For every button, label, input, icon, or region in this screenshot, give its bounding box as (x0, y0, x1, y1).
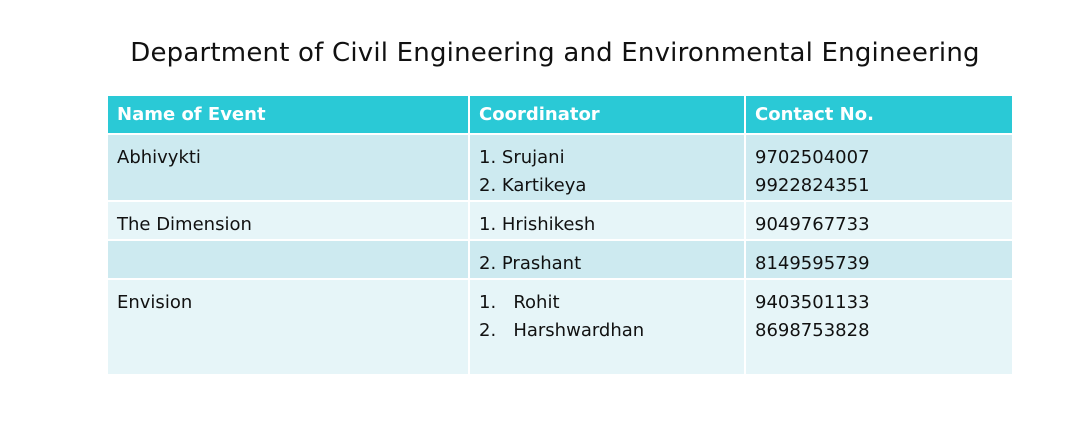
contact-number: 9403501133 (755, 292, 870, 313)
coordinator-name: 2. Kartikeya (479, 175, 587, 196)
event-name-cell: Envision (108, 278, 470, 374)
table-row: Envision 1. Rohit 2. Harshwardhan 940350… (108, 278, 1012, 374)
coordinator-cell: 1. Srujani 2. Kartikeya (469, 133, 746, 201)
contact-number: 8698753828 (755, 320, 870, 341)
header-name-of-event: Name of Event (108, 96, 470, 134)
coordinator-cell: 1. Hrishikesh (469, 200, 746, 240)
contact-cell: 9403501133 8698753828 (745, 278, 1012, 374)
table-row: 2. Prashant 8149595739 (108, 239, 1012, 279)
table-row: The Dimension 1. Hrishikesh 9049767733 (108, 200, 1012, 240)
events-table: Name of Event Coordinator Contact No. Ab… (108, 96, 1012, 374)
event-name-cell: The Dimension (108, 200, 470, 240)
contact-number: 9922824351 (755, 175, 870, 196)
coordinator-name: 1. Hrishikesh (479, 214, 596, 235)
contact-cell: 8149595739 (745, 239, 1012, 279)
contact-number: 8149595739 (755, 253, 870, 274)
contact-number: 9049767733 (755, 214, 870, 235)
coordinator-name: 1. Rohit (479, 292, 560, 313)
contact-cell: 9049767733 (745, 200, 1012, 240)
event-name: The Dimension (117, 214, 252, 235)
event-name-cell (108, 239, 470, 279)
header-coordinator: Coordinator (469, 96, 746, 134)
coordinator-cell: 1. Rohit 2. Harshwardhan (469, 278, 746, 374)
coordinator-name: 1. Srujani (479, 147, 565, 168)
contact-number: 9702504007 (755, 147, 870, 168)
table-header-row: Name of Event Coordinator Contact No. (108, 96, 1012, 134)
coordinator-name: 2. Prashant (479, 253, 582, 274)
event-name-cell: Abhivykti (108, 133, 470, 201)
coordinator-cell: 2. Prashant (469, 239, 746, 279)
table-row: Abhivykti 1. Srujani 2. Kartikeya 970250… (108, 133, 1012, 201)
header-contact-no: Contact No. (745, 96, 1012, 134)
page-title: Department of Civil Engineering and Envi… (130, 38, 980, 68)
event-name: Envision (117, 292, 193, 313)
coordinator-name: 2. Harshwardhan (479, 320, 645, 341)
event-name: Abhivykti (117, 147, 201, 168)
contact-cell: 9702504007 9922824351 (745, 133, 1012, 201)
